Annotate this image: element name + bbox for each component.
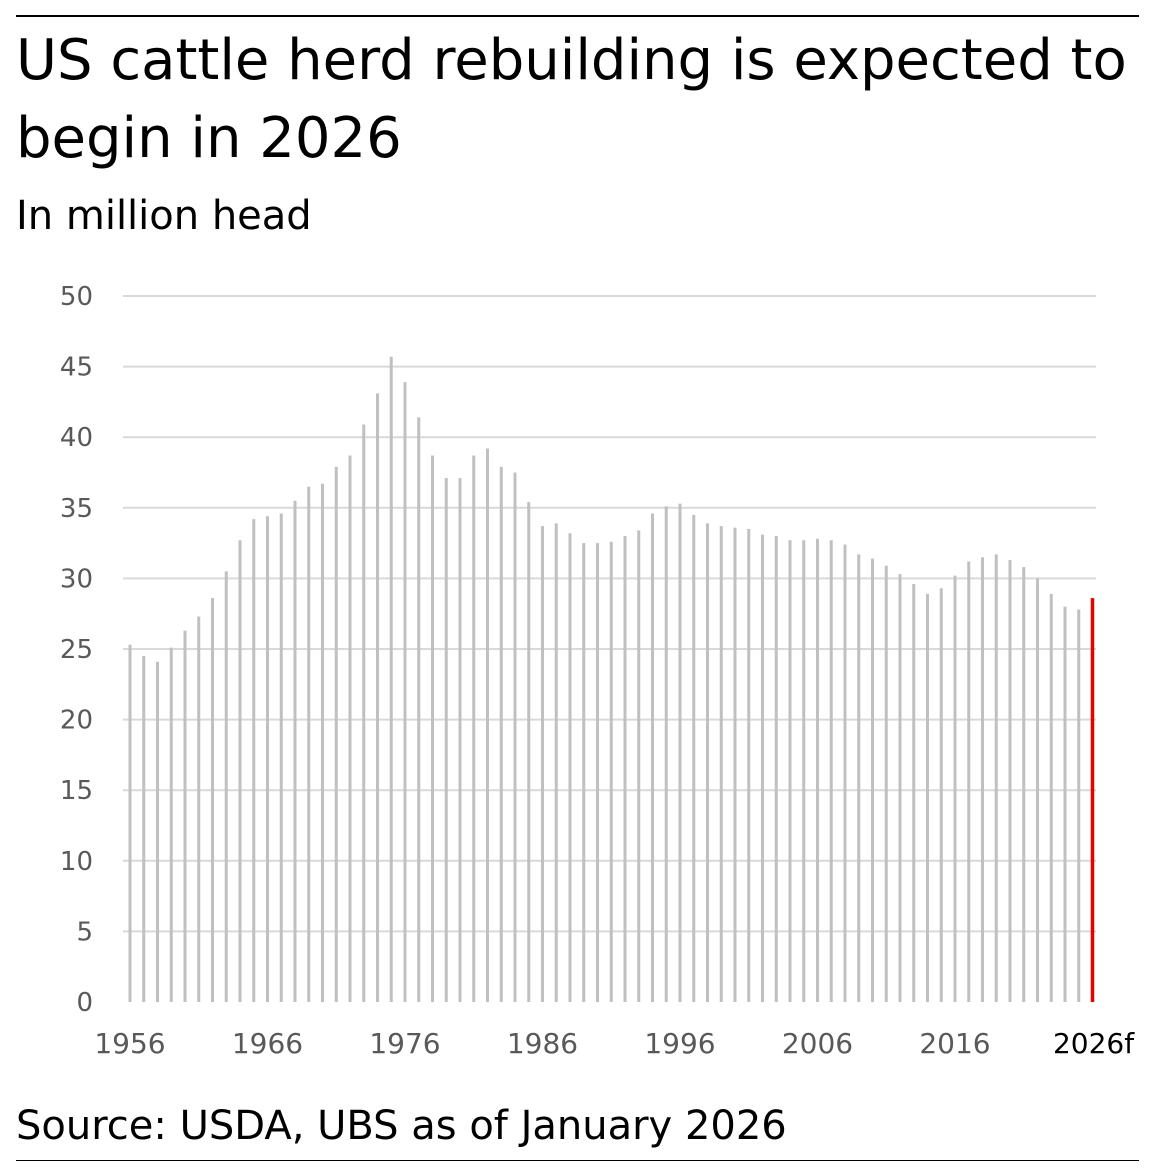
chart-subtitle: In million head — [16, 193, 312, 239]
bottom-rule — [16, 1160, 1139, 1161]
chart-title: US cattle herd rebuilding is expected to… — [16, 28, 1127, 171]
y-tick-label: 50 — [60, 282, 93, 312]
top-rule — [16, 15, 1139, 17]
y-tick-label: 45 — [60, 353, 93, 383]
x-tick-label: 1986 — [507, 1027, 578, 1060]
x-tick-label: 2006 — [782, 1027, 853, 1060]
x-tick-label: 2026f — [1053, 1027, 1135, 1060]
y-tick-label: 20 — [60, 706, 93, 736]
y-tick-label: 40 — [60, 423, 93, 453]
y-tick-label: 10 — [60, 847, 93, 877]
y-tick-label: 0 — [76, 988, 93, 1018]
y-axis-ticks: 0 5 10 15 20 25 30 35 40 45 50 — [60, 282, 93, 1018]
y-tick-label: 30 — [60, 564, 93, 594]
x-tick-label: 1976 — [369, 1027, 440, 1060]
bar-chart: 0 5 10 15 20 25 30 35 40 45 50 1956 1966 1976 1986 199… — [60, 282, 1135, 1060]
y-tick-label: 35 — [60, 494, 93, 524]
bar-series — [128, 356, 1095, 1002]
x-tick-label: 1956 — [94, 1027, 165, 1060]
x-tick-label: 1966 — [232, 1027, 303, 1060]
source-note: Source: USDA, UBS as of January 2026 — [16, 1103, 787, 1149]
y-tick-label: 5 — [76, 917, 93, 947]
x-axis-ticks: 1956 1966 1976 1986 1996 2006 2016 2026f — [94, 1027, 1135, 1060]
gridlines — [123, 295, 1096, 933]
y-tick-label: 15 — [60, 776, 93, 806]
x-tick-label: 1996 — [644, 1027, 715, 1060]
y-tick-label: 25 — [60, 635, 93, 665]
x-tick-label: 2016 — [919, 1027, 990, 1060]
